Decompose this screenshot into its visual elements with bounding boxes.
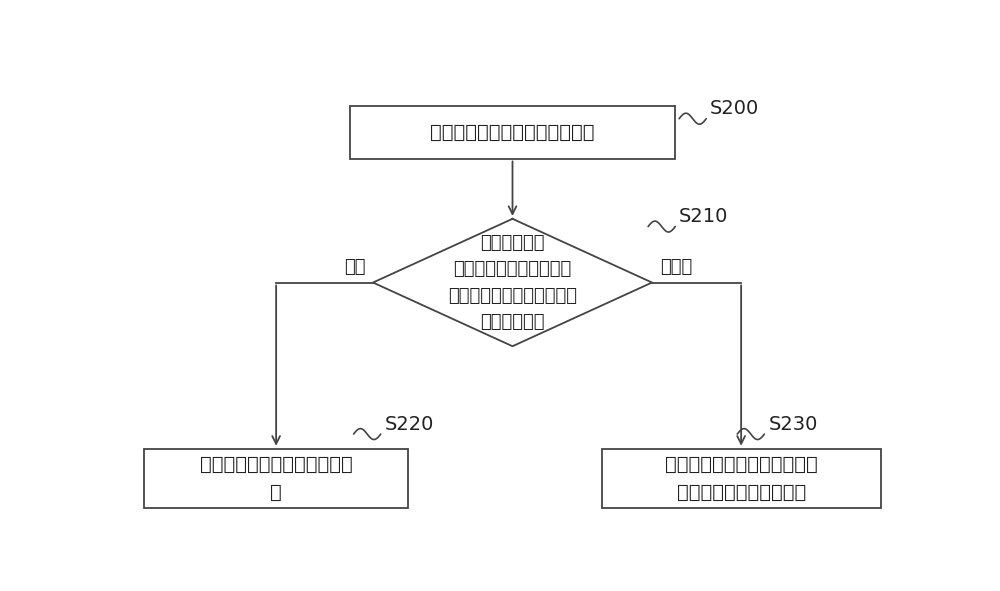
Text: S220: S220 — [385, 414, 434, 434]
Text: S230: S230 — [768, 414, 818, 434]
FancyBboxPatch shape — [602, 449, 881, 508]
Text: S200: S200 — [710, 99, 759, 118]
Polygon shape — [373, 219, 652, 346]
FancyBboxPatch shape — [144, 449, 408, 508]
Text: 为所述第一用户设置新的秘钥值: 为所述第一用户设置新的秘钥值 — [430, 123, 595, 142]
Text: 不满足: 不满足 — [660, 258, 692, 275]
Text: 返回错误提示或密钥重复提示
或需重新设置密钥的提示: 返回错误提示或密钥重复提示 或需重新设置密钥的提示 — [665, 454, 818, 502]
Text: 为所述新的密钥值设置密钥属
性: 为所述新的密钥值设置密钥属 性 — [200, 454, 352, 502]
Text: 满足: 满足 — [344, 258, 365, 275]
Text: 判断所述新的
秘钥值与所述第一用户的
用户标识的联合是否满足唯
一性约束条件: 判断所述新的 秘钥值与所述第一用户的 用户标识的联合是否满足唯 一性约束条件 — [448, 234, 577, 331]
FancyBboxPatch shape — [350, 106, 675, 158]
Text: S210: S210 — [679, 207, 729, 226]
